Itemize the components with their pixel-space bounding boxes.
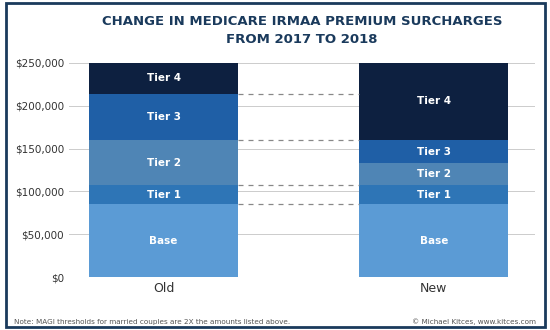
Bar bbox=[89, 204, 238, 277]
Bar bbox=[89, 140, 238, 185]
Text: Tier 4: Tier 4 bbox=[147, 73, 181, 83]
Text: Tier 1: Tier 1 bbox=[147, 190, 180, 200]
Bar bbox=[360, 63, 508, 140]
Bar bbox=[360, 140, 508, 163]
Text: Tier 4: Tier 4 bbox=[417, 96, 451, 106]
Bar bbox=[360, 163, 508, 185]
Bar bbox=[360, 204, 508, 277]
Text: Base: Base bbox=[150, 236, 178, 246]
Text: Tier 3: Tier 3 bbox=[417, 147, 450, 156]
Text: Tier 2: Tier 2 bbox=[417, 169, 450, 179]
Bar bbox=[89, 185, 238, 204]
Text: Tier 1: Tier 1 bbox=[417, 190, 450, 200]
Text: Tier 3: Tier 3 bbox=[147, 112, 180, 122]
Text: Base: Base bbox=[420, 236, 448, 246]
Bar bbox=[360, 185, 508, 204]
Text: Tier 2: Tier 2 bbox=[147, 158, 180, 168]
Bar bbox=[89, 94, 238, 140]
Bar bbox=[89, 63, 238, 94]
Title: CHANGE IN MEDICARE IRMAA PREMIUM SURCHARGES
FROM 2017 TO 2018: CHANGE IN MEDICARE IRMAA PREMIUM SURCHAR… bbox=[102, 15, 502, 46]
Text: Note: MAGI thresholds for married couples are 2X the amounts listed above.: Note: MAGI thresholds for married couple… bbox=[14, 319, 290, 325]
Text: © Michael Kitces, www.kitces.com: © Michael Kitces, www.kitces.com bbox=[412, 318, 536, 325]
